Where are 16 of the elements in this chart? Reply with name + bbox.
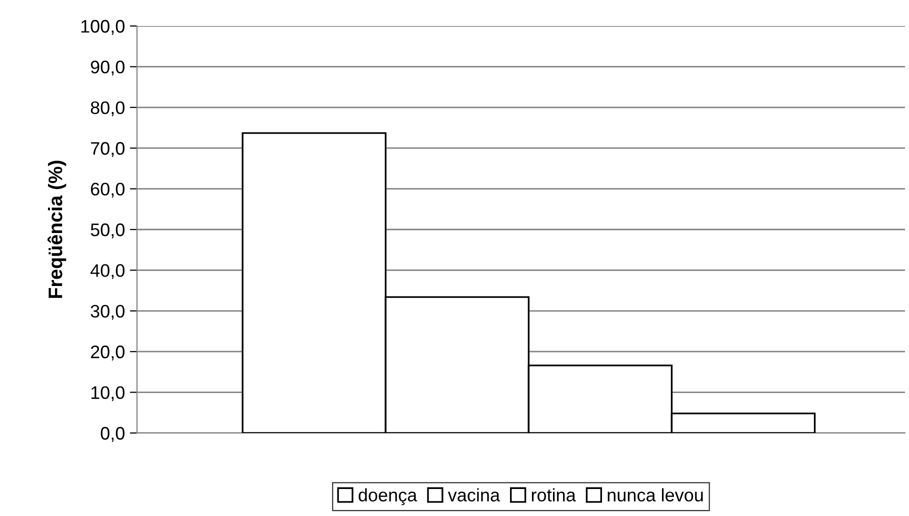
- y-tick-label: 50,0: [90, 223, 124, 238]
- y-tick-label: 10,0: [91, 386, 124, 402]
- legend-label: nunca levou: [608, 488, 703, 502]
- y-tick-label: 80,0: [90, 101, 124, 116]
- y-axis-title: Freqüência (%): [48, 160, 66, 298]
- legend-label: vacina: [448, 488, 500, 502]
- y-tick-label: 100,0: [81, 20, 124, 35]
- y-tick-label: 40,0: [90, 264, 124, 280]
- y-tick-label: 30,0: [90, 304, 124, 320]
- y-tick-label: 90,0: [90, 60, 124, 76]
- legend-label: rotina: [532, 488, 576, 502]
- y-tick-label: 60,0: [90, 182, 124, 198]
- legend-label: doença: [358, 488, 418, 506]
- y-tick-label: 0,0: [100, 426, 124, 442]
- y-tick-label: 20,0: [90, 346, 124, 360]
- y-tick-label: 70,0: [90, 142, 124, 157]
